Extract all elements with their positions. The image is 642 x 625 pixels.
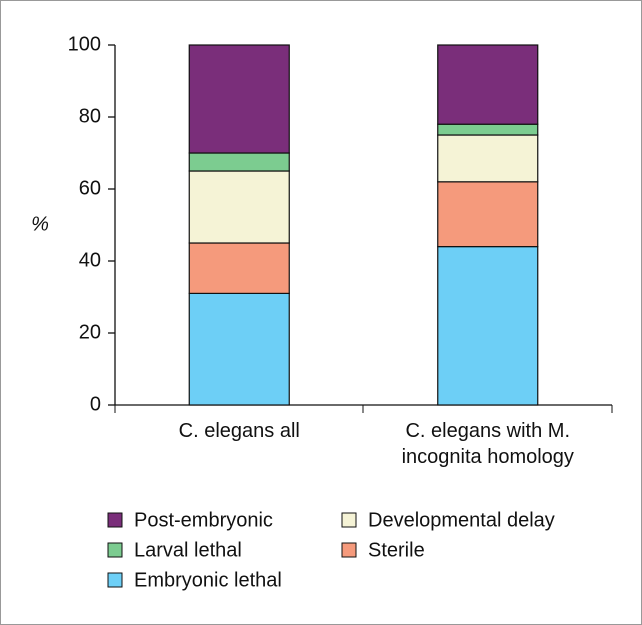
legend-swatch [107, 512, 123, 528]
bar-segment [437, 44, 539, 125]
y-tick-label: 60 [79, 177, 101, 199]
legend-swatch [341, 542, 357, 558]
x-tick-label: C. elegans with M. incognita homology [401, 420, 574, 468]
bar-segment [188, 152, 290, 172]
bar-segment [437, 181, 539, 248]
bar-segment [188, 292, 290, 406]
bar-segment [437, 123, 539, 136]
legend-label: Sterile [368, 539, 425, 561]
y-tick-label: 0 [90, 393, 101, 415]
bar-segment [188, 170, 290, 244]
y-tick-label: 80 [79, 105, 101, 127]
legend-label: Post-embryonic [134, 509, 273, 531]
y-tick-label: 100 [68, 33, 101, 55]
y-tick-label: 40 [79, 249, 101, 271]
legend-swatch [341, 512, 357, 528]
x-tick-label: C. elegans all [178, 420, 300, 442]
bar-segment [188, 242, 290, 295]
legend-swatch [107, 542, 123, 558]
legend-label: Embryonic lethal [134, 569, 282, 591]
y-tick-label: 20 [79, 321, 101, 343]
legend-label: Developmental delay [368, 509, 555, 531]
bar-segment [437, 134, 539, 183]
bar-segment [188, 44, 290, 154]
legend-swatch [107, 572, 123, 588]
legend-label: Larval lethal [134, 539, 242, 561]
y-axis-label: % [31, 213, 49, 235]
bar-segment [437, 246, 539, 406]
